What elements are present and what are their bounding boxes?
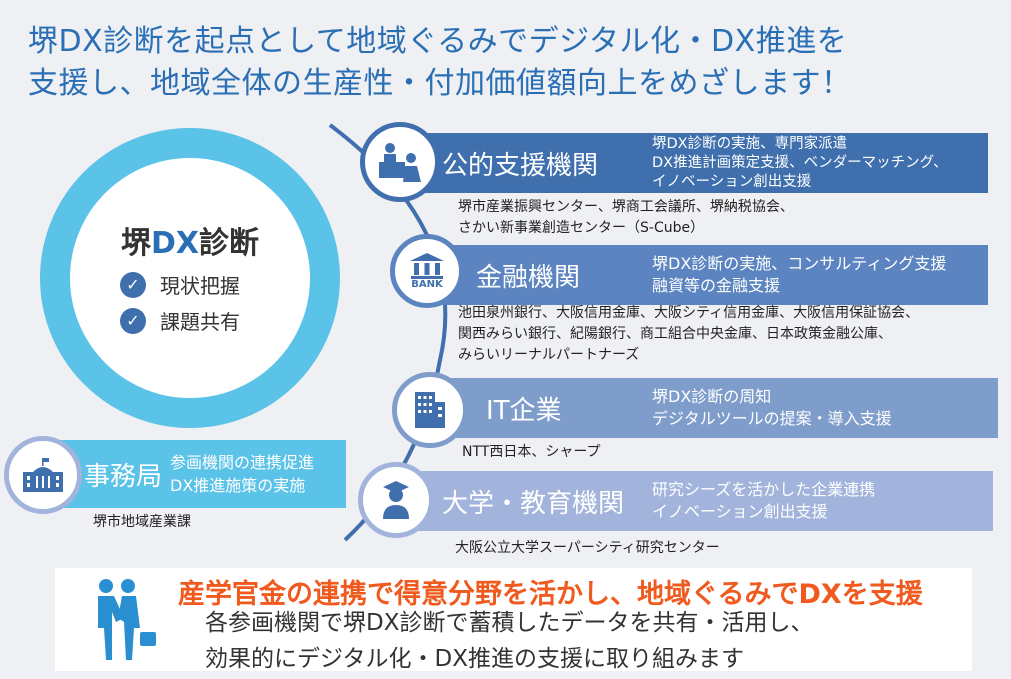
org-it-companies: IT企業 堺DX診断の周知 デジタルツールの提案・導入支援	[440, 378, 998, 438]
org-public-support: 公的支援機関 堺DX診断の実施、専門家派遣 DX推進計画策定支援、ベンダーマッチン…	[400, 133, 988, 193]
city-hall-icon	[4, 436, 82, 514]
check-icon: ✓	[120, 307, 146, 334]
org-desc: 研究シーズを活かした企業連携 イノベーション創出支援	[652, 480, 876, 521]
handshake-icon	[90, 578, 160, 664]
bank-icon: BANK	[390, 234, 464, 308]
org-universities: 大学・教育機関 研究シーズを活かした企業連携 イノベーション創出支援	[400, 471, 993, 531]
org-members: 堺市産業振興センター、堺商工会議所、堺納税協会、 さかい新事業創造センター（S-C…	[458, 199, 794, 236]
secretariat-box: 事務局 参画機関の連携促進 DX推進施策の実施	[50, 440, 346, 508]
org-name: 金融機関	[476, 262, 581, 293]
org-members: NTT西日本、シャープ	[462, 444, 601, 460]
sakai-dx-logo: 堺DX診断	[120, 226, 260, 261]
check-icon: ✓	[120, 271, 146, 298]
org-financial: 金融機関 堺DX診断の実施、コンサルティング支援 融資等の金融支援	[440, 245, 988, 305]
org-name: 公的支援機関	[442, 150, 599, 181]
org-name: IT企業	[486, 395, 562, 426]
headline-line-1: 堺DX診断を起点として地域ぐるみでデジタル化・DX推進を	[28, 24, 848, 59]
org-desc: 堺DX診断の実施、専門家派遣 DX推進計画策定支援、ベンダーマッチング、 イノベーシ…	[652, 135, 948, 190]
summary-headline: 産学官金の連携で得意分野を活かし、地域ぐるみでDXを支援	[178, 579, 923, 610]
check-item: ✓ 課題共有	[120, 306, 240, 335]
summary-box	[55, 568, 972, 671]
secretariat-name: 事務局	[84, 461, 163, 492]
presentation-icon	[360, 122, 440, 202]
secretariat-member: 堺市地域産業課	[93, 514, 191, 530]
org-members: 大阪公立大学スーパーシティ研究センター	[455, 540, 720, 556]
summary-text: 各参画機関で堺DX診断で蓄積したデータを共有・活用し、 効果的にデジタル化・DX推…	[205, 610, 814, 672]
org-name: 大学・教育機関	[442, 488, 625, 519]
graduate-icon	[358, 462, 434, 538]
office-building-icon	[392, 372, 468, 448]
org-members: 池田泉州銀行、大阪信用金庫、大阪シティ信用金庫、大阪信用保証協会、 関西みらい銀行…	[458, 305, 920, 363]
org-desc: 堺DX診断の実施、コンサルティング支援 融資等の金融支援	[652, 254, 947, 295]
org-desc: 堺DX診断の周知 デジタルツールの提案・導入支援	[652, 387, 892, 428]
headline-line-2: 支援し、地域全体の生産性・付加価値額向上をめざします！	[28, 66, 852, 101]
check-item: ✓ 現状把握	[120, 270, 240, 299]
secretariat-desc: 参画機関の連携促進 DX推進施策の実施	[170, 453, 315, 495]
